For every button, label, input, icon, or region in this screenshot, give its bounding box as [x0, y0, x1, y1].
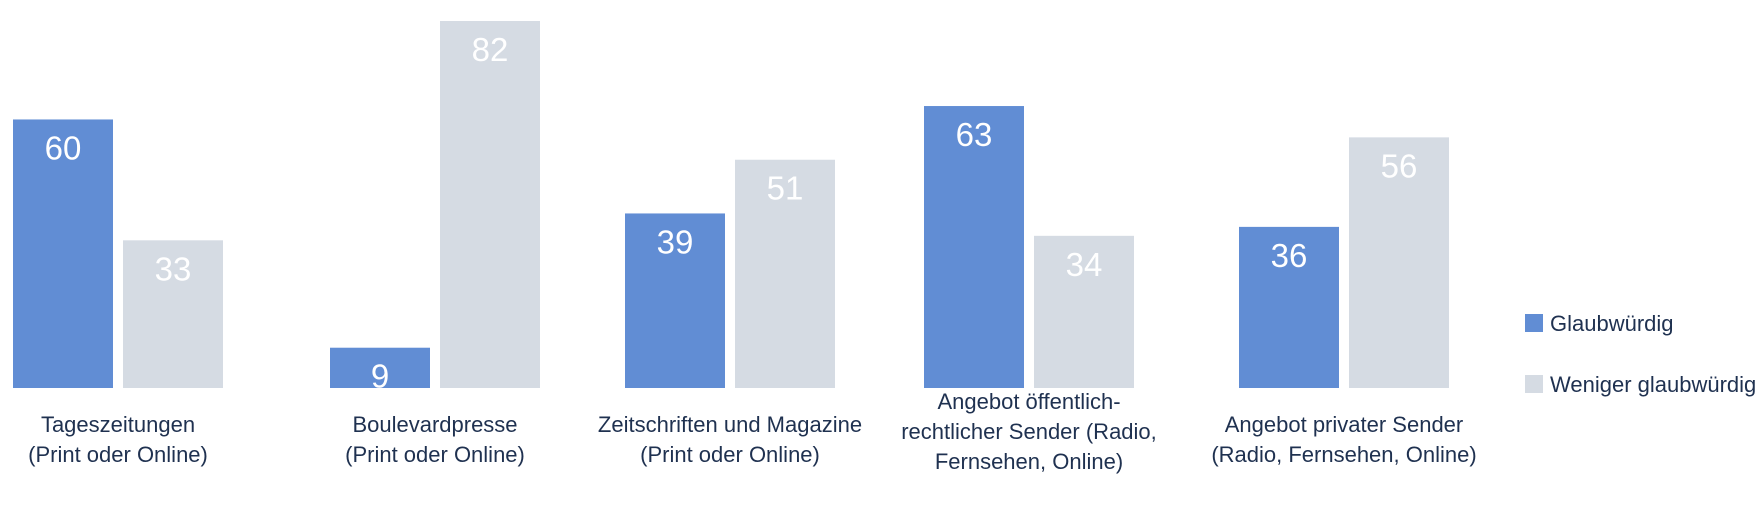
bar-value-label: 82 [472, 31, 509, 68]
category-label: Boulevardpresse (Print oder Online) [345, 412, 525, 467]
bar-glaubwuerdig-0 [13, 119, 113, 389]
legend-swatch [1525, 375, 1543, 393]
category-label-line: Zeitschriften und Magazine [598, 412, 862, 437]
category-label-line: (Print oder Online) [345, 442, 525, 467]
category-label: Tageszeitungen (Print oder Online) [28, 412, 208, 467]
category-label-line: Tageszeitungen [41, 412, 195, 437]
bar-value-label: 33 [155, 250, 192, 287]
bar-weniger-glaubwuerdig-1 [440, 21, 540, 388]
bar-value-label: 36 [1271, 237, 1308, 274]
bar-glaubwuerdig-4 [1239, 226, 1339, 388]
category-label: Angebot privater Sender (Radio, Fernsehen… [1211, 412, 1476, 467]
category-label-line: (Radio, Fernsehen, Online) [1211, 442, 1476, 467]
category-label-line: Angebot privater Sender [1225, 412, 1464, 437]
category-labels-group: Tageszeitungen (Print oder Online)Bouleva… [28, 389, 1477, 474]
bar-weniger-glaubwuerdig-0 [123, 240, 223, 388]
category-label-line: Fernsehen, Online) [935, 449, 1123, 474]
bar-value-label: 39 [657, 223, 694, 260]
legend-swatch [1525, 314, 1543, 332]
bar-glaubwuerdig-1 [330, 347, 430, 388]
bar-weniger-glaubwuerdig-3 [1034, 235, 1134, 388]
category-label-line: rechtlicher Sender (Radio, [901, 419, 1157, 444]
bars-group [13, 21, 1449, 389]
category-label-line: Boulevardpresse [352, 412, 517, 437]
bar-glaubwuerdig-2 [625, 213, 725, 388]
bar-value-label: 63 [956, 116, 993, 153]
bar-weniger-glaubwuerdig-4 [1349, 137, 1449, 388]
category-label: Zeitschriften und Magazine (Print oder On… [598, 412, 862, 467]
category-label-line: (Print oder Online) [28, 442, 208, 467]
category-label: Angebot öffentlich-rechtlicher Sender (R… [901, 389, 1157, 474]
legend-label: Weniger glaubwürdig [1550, 372, 1756, 397]
bar-value-label: 51 [767, 170, 804, 207]
bar-value-label: 60 [45, 129, 82, 166]
bar-values-group: 60 33 9 82 39 51 63 34 36 56 [45, 31, 1418, 395]
category-label-line: (Print oder Online) [640, 442, 820, 467]
bar-value-label: 9 [371, 358, 389, 395]
legend-label: Glaubwürdig [1550, 311, 1674, 336]
legend: Glaubwürdig Weniger glaubwürdig [1525, 311, 1756, 397]
bar-weniger-glaubwuerdig-2 [735, 159, 835, 388]
bar-value-label: 56 [1381, 147, 1418, 184]
bar-glaubwuerdig-3 [924, 106, 1024, 388]
bar-value-label: 34 [1066, 246, 1103, 283]
category-label-line: Angebot öffentlich- [937, 389, 1120, 414]
